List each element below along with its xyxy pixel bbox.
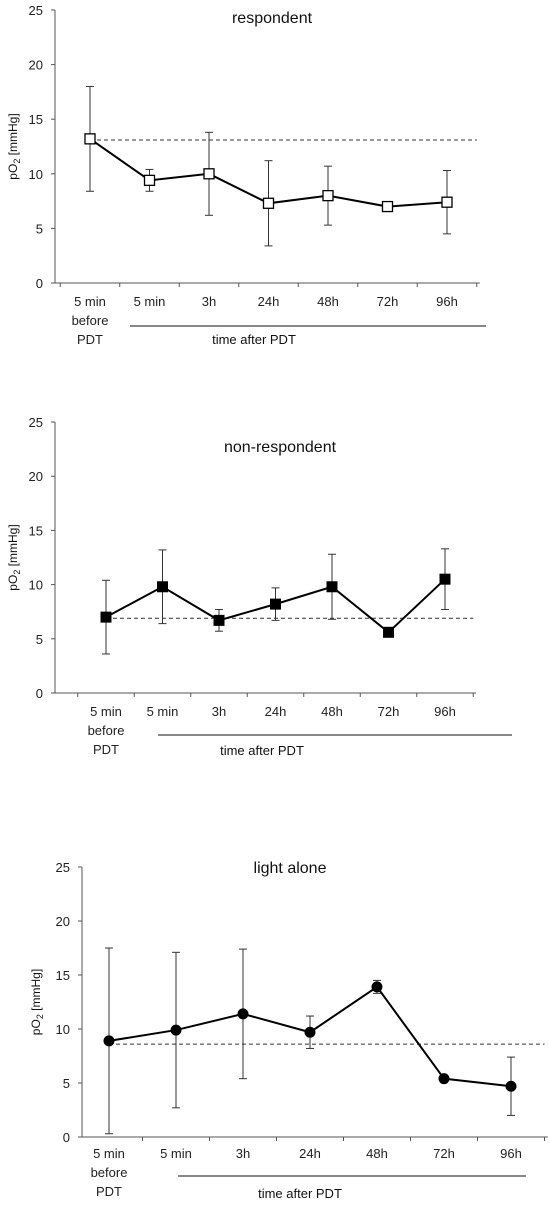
y-tick-label: 25 [56, 860, 70, 875]
x-axis-label: time after PDT [220, 743, 304, 758]
y-tick-label: 10 [29, 167, 43, 182]
x-tick-label: 72h [378, 704, 400, 719]
data-point [441, 196, 453, 208]
data-point [170, 1024, 182, 1036]
x-tick-label-extra: before [91, 1165, 128, 1180]
data-point [322, 189, 334, 202]
data-point [237, 1008, 249, 1020]
x-tick-label: 24h [299, 1146, 321, 1161]
chart-svg: 0 5 10 15 20 25 5 min 5 min 3h 24h 48h 72h 96h before… [6, 415, 512, 758]
x-tick-label: 5 min [74, 294, 106, 309]
x-tick-label-extra: PDT [96, 1184, 122, 1199]
data-point [438, 1073, 450, 1085]
data-point [383, 626, 394, 638]
y-tick-label: 25 [29, 415, 43, 430]
y-axis-label: pO2 [mmHg] [6, 524, 22, 590]
chart-non-respondent: 0 5 10 15 20 25 5 min 5 min 3h 24h 48h 72h 96h before… [0, 410, 550, 780]
data-point [381, 200, 394, 213]
x-tick-label: 72h [377, 294, 399, 309]
y-tick-label: 20 [29, 58, 43, 73]
x-tick-label: 24h [265, 704, 287, 719]
data-point [103, 1035, 115, 1047]
chart-respondent: 0 5 10 15 20 25 5 min 5 min 3h 24h 48h 72h 96h before… [0, 0, 550, 370]
y-tick-label: 5 [63, 1076, 70, 1091]
data-point [371, 981, 383, 993]
chart-title: light alone [254, 860, 327, 877]
data-point [304, 1026, 316, 1038]
x-tick-label: 48h [317, 294, 339, 309]
x-tick-label: 96h [500, 1146, 522, 1161]
y-tick-label: 15 [56, 968, 70, 983]
chart-svg: 0 5 10 15 20 25 5 min 5 min 3h 24h 48h 72h 96h before… [6, 3, 486, 347]
data-point [157, 581, 168, 593]
y-tick-label: 5 [36, 632, 43, 647]
y-tick-label: 25 [29, 3, 43, 18]
x-tick-label: 48h [321, 704, 343, 719]
y-axis-label: pO2 [mmHg] [6, 113, 22, 179]
x-tick-label: 5 min [147, 704, 179, 719]
x-tick-label: 5 min [90, 704, 122, 719]
y-tick-label: 5 [36, 221, 43, 236]
data-point [143, 174, 156, 187]
y-tick-label: 20 [29, 469, 43, 484]
x-tick-label: 5 min [93, 1146, 125, 1161]
y-tick-label: 10 [56, 1022, 70, 1037]
x-tick-label: 96h [436, 294, 458, 309]
data-point [439, 573, 451, 585]
y-tick-label: 0 [63, 1130, 70, 1145]
x-tick-label-extra: before [88, 723, 125, 738]
chart-title: non-respondent [224, 439, 337, 456]
x-tick-label-extra: PDT [93, 742, 119, 757]
chart-svg: 0 5 10 15 20 25 5 min 5 min 3h 24h 48h 72h 96h before… [29, 860, 548, 1201]
x-tick-label: 3h [236, 1146, 250, 1161]
x-tick-label: 72h [433, 1146, 455, 1161]
y-tick-label: 0 [36, 686, 43, 701]
data-point [84, 133, 96, 145]
data-point [203, 168, 215, 180]
y-tick-label: 15 [29, 523, 43, 538]
x-tick-label: 48h [366, 1146, 388, 1161]
data-point [270, 598, 281, 610]
data-point [100, 611, 112, 623]
x-tick-label: 5 min [134, 294, 166, 309]
x-tick-label: 24h [258, 294, 280, 309]
x-tick-label-extra: PDT [77, 332, 103, 347]
x-tick-label-extra: before [72, 313, 109, 328]
data-point [213, 614, 225, 626]
y-tick-label: 20 [56, 914, 70, 929]
y-tick-label: 10 [29, 578, 43, 593]
x-tick-label: 5 min [160, 1146, 192, 1161]
x-tick-label: 3h [202, 294, 216, 309]
chart-light-alone: 0 5 10 15 20 25 5 min 5 min 3h 24h 48h 72h 96h before… [0, 853, 550, 1219]
y-axis-label: pO2 [mmHg] [29, 969, 45, 1035]
x-tick-label: 3h [212, 704, 226, 719]
data-point [262, 197, 275, 209]
data-point [505, 1080, 517, 1092]
x-axis-label: time after PDT [212, 332, 296, 347]
y-tick-label: 0 [36, 276, 43, 291]
y-tick-label: 15 [29, 112, 43, 127]
data-point [326, 581, 338, 593]
x-axis-label: time after PDT [258, 1186, 342, 1201]
chart-title: respondent [232, 10, 313, 27]
x-tick-label: 96h [434, 704, 456, 719]
